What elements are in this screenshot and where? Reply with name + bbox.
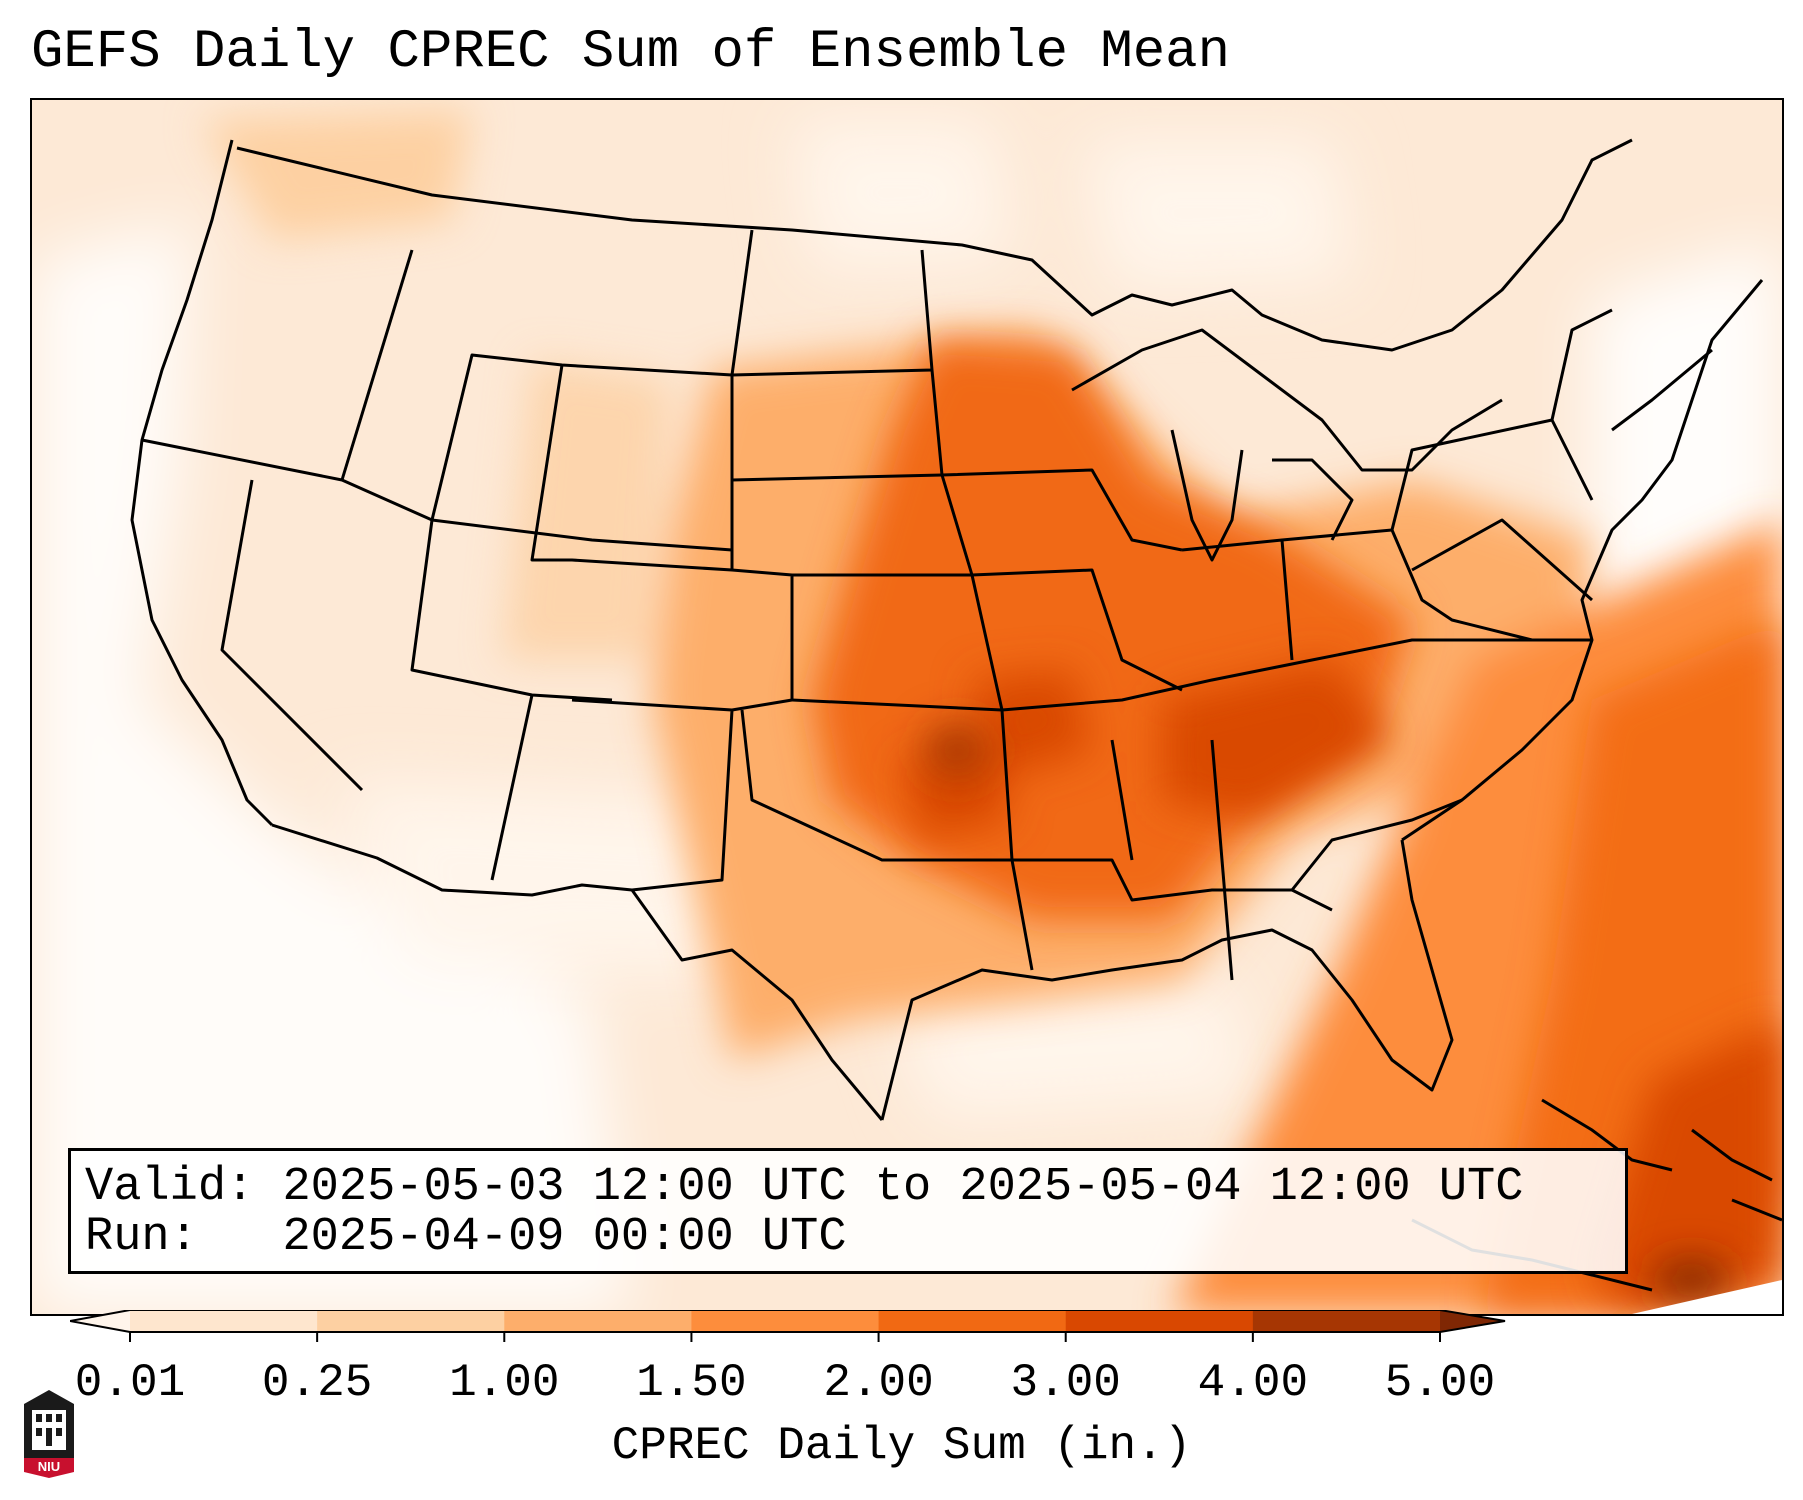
colorbar-tick-label: 2.00	[823, 1357, 934, 1409]
colorbar-tick-label: 3.00	[1010, 1357, 1121, 1409]
colorbar-tick-label: 5.00	[1384, 1357, 1496, 1409]
run-label: Run:	[85, 1211, 198, 1264]
colorbar-segment	[130, 1310, 318, 1332]
logo-text: NIU	[38, 1459, 60, 1474]
colorbar-extend-low	[70, 1310, 130, 1332]
run-value: 2025-04-09 00:00 UTC	[282, 1211, 847, 1264]
precipitation-map[interactable]	[30, 98, 1784, 1316]
very-heavy-precip-areas	[902, 660, 1782, 1314]
colorbar-segment	[691, 1310, 880, 1332]
logo-window	[36, 1414, 42, 1422]
logo-window	[56, 1428, 62, 1436]
colorbar-segment	[504, 1310, 692, 1332]
colorbar-segment	[1252, 1310, 1441, 1332]
colorbar-label: CPREC Daily Sum (in.)	[611, 1420, 1192, 1472]
colorbar-tick-label: 1.50	[636, 1357, 747, 1409]
extreme-precip-areas	[925, 724, 1732, 1300]
valid-run-info-box: Valid: 2025-05-03 12:00 UTC to 2025-05-0…	[68, 1148, 1628, 1274]
niu-logo: NIU	[24, 1390, 74, 1478]
colorbar-tick-label: 0.01	[74, 1357, 186, 1409]
logo-window	[56, 1414, 62, 1422]
off-domain-area	[1632, 1280, 1782, 1314]
chart-title: GEFS Daily CPREC Sum of Ensemble Mean	[31, 22, 1230, 83]
valid-value: 2025-05-03 12:00 UTC to 2025-05-04 12:00…	[282, 1161, 1524, 1214]
state-boundaries	[130, 138, 1764, 1121]
colorbar-extend-high	[1440, 1310, 1505, 1332]
colorbar-tick-label: 0.25	[261, 1357, 373, 1409]
colorbar-tick-label: 4.00	[1197, 1357, 1309, 1409]
valid-time-line: Valid: 2025-05-03 12:00 UTC to 2025-05-0…	[85, 1162, 1523, 1214]
logo-banner	[24, 1458, 74, 1478]
logo-window	[46, 1414, 52, 1422]
map-canvas	[32, 100, 1782, 1314]
colorbar-segment	[1065, 1310, 1254, 1332]
logo-door	[46, 1428, 52, 1446]
colorbar-segment	[317, 1310, 505, 1332]
colorbar	[70, 1310, 1506, 1342]
colorbar-segment	[878, 1310, 1067, 1332]
valid-label: Valid:	[85, 1161, 255, 1214]
logo-window	[36, 1428, 42, 1436]
colorbar-tick-label: 1.00	[449, 1357, 560, 1409]
run-time-line: Run: 2025-04-09 00:00 UTC	[85, 1212, 847, 1264]
